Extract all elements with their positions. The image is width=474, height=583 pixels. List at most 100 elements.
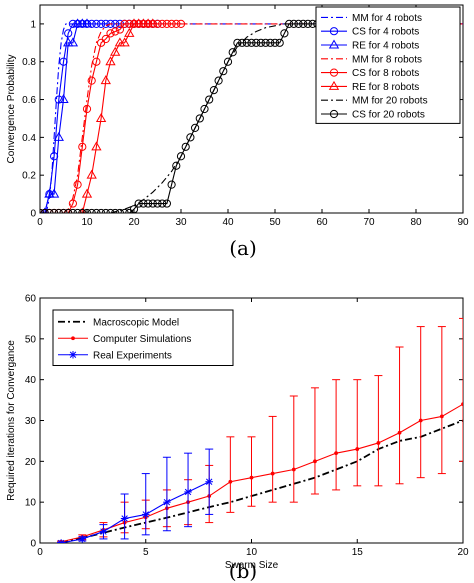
data-point <box>120 19 129 29</box>
star-stroke <box>60 539 65 543</box>
data-point <box>120 208 129 213</box>
data-point <box>303 19 312 29</box>
series-line <box>40 23 322 213</box>
data-point <box>111 27 120 36</box>
data-point <box>64 208 73 213</box>
y-axis-label: Required iterations for Convergance <box>6 340 17 501</box>
legend-label: RE for 4 robots <box>352 41 419 52</box>
legend: MM for 4 robots CS for 4 robots RE for 4 r… <box>315 6 461 124</box>
legend-label: MM for 20 robots <box>352 96 428 107</box>
data-point <box>195 114 204 123</box>
data-point <box>79 207 86 213</box>
data-point <box>172 161 181 170</box>
x-axis-label: Swarm Size <box>225 560 279 571</box>
data-point <box>40 208 45 213</box>
y-tick-label: 10 <box>25 498 37 509</box>
data-point <box>176 19 186 29</box>
series-re-for-8-robots <box>79 18 158 213</box>
data-point <box>461 402 463 407</box>
data-point <box>167 19 176 29</box>
star-stroke <box>69 351 77 358</box>
data-point <box>124 27 135 37</box>
plot-area <box>57 317 463 543</box>
legend-label: RE for 8 robots <box>352 82 419 93</box>
data-point <box>54 208 63 213</box>
legend-label: Real Experiments <box>93 350 172 361</box>
data-point <box>153 199 162 208</box>
data-point <box>158 199 167 208</box>
series-re-for-4-robots <box>41 18 93 213</box>
chart-b: 0 5 10 15 20 0 10 20 30 40 50 60 Required iterations… <box>6 294 469 583</box>
data-point <box>125 19 134 29</box>
data-point <box>275 38 284 47</box>
x-tick-label: 80 <box>410 217 422 228</box>
data-point <box>68 19 78 29</box>
data-point <box>233 38 242 47</box>
data-point <box>81 18 93 28</box>
legend: Macroscopic Model Computer Simulations Rea… <box>52 309 234 366</box>
y-tick-label: 60 <box>25 294 37 305</box>
star-stroke <box>121 515 128 522</box>
data-point <box>299 19 308 29</box>
y-tick-label: 20 <box>25 457 37 468</box>
data-point <box>249 475 254 480</box>
data-point <box>266 38 275 47</box>
y-tick-label: 0.6 <box>22 95 36 106</box>
series-real-experiments <box>57 448 214 543</box>
x-tick-label: 90 <box>457 217 469 228</box>
data-point <box>162 199 171 208</box>
data-point <box>40 208 49 213</box>
data-point <box>59 208 68 213</box>
x-tick-label: 20 <box>457 547 469 558</box>
series-line <box>61 481 210 543</box>
data-point <box>58 94 69 104</box>
data-point <box>82 208 92 213</box>
data-point <box>87 76 96 85</box>
chart-a: 0 10 20 30 40 50 60 70 80 90 0 0.2 0.4 0.6 0.8 1 Converg… <box>6 4 469 260</box>
data-point <box>280 29 289 38</box>
data-point <box>219 67 228 76</box>
data-point <box>78 142 87 151</box>
legend-marker <box>328 80 340 90</box>
legend-label: MM for 8 robots <box>352 54 422 65</box>
data-point <box>68 208 77 213</box>
data-point <box>101 208 110 213</box>
data-point <box>99 527 108 536</box>
data-point <box>101 34 110 44</box>
data-point <box>153 19 162 29</box>
data-point <box>186 133 195 142</box>
y-tick-label: 50 <box>25 334 37 345</box>
data-point <box>53 131 64 141</box>
legend-label: CS for 4 robots <box>352 27 419 38</box>
data-point <box>144 199 153 208</box>
data-point <box>41 207 48 213</box>
star-stroke <box>57 539 62 543</box>
data-point <box>92 19 101 29</box>
y-tick-label: 0 <box>30 209 36 220</box>
data-point <box>95 112 107 122</box>
data-point <box>134 199 143 208</box>
x-tick-label: 20 <box>128 217 140 228</box>
data-point <box>97 208 106 213</box>
data-point <box>167 180 176 189</box>
x-tick-label: 0 <box>37 217 43 228</box>
data-point <box>176 152 186 161</box>
data-point <box>100 75 111 85</box>
data-point <box>73 208 82 213</box>
data-point <box>334 451 339 456</box>
data-point <box>238 38 247 47</box>
data-point <box>92 208 101 213</box>
data-point <box>92 57 101 66</box>
star-stroke <box>142 511 149 518</box>
series-cs-for-20-robots <box>40 19 327 213</box>
data-point <box>106 208 115 213</box>
data-point <box>141 510 150 519</box>
data-point <box>106 19 115 29</box>
data-point <box>50 208 59 213</box>
y-tick-label: 0.4 <box>22 133 36 144</box>
data-point <box>115 25 125 34</box>
data-point <box>119 37 130 47</box>
legend-label: Macroscopic Model <box>93 317 179 328</box>
legend-marker <box>69 350 77 359</box>
